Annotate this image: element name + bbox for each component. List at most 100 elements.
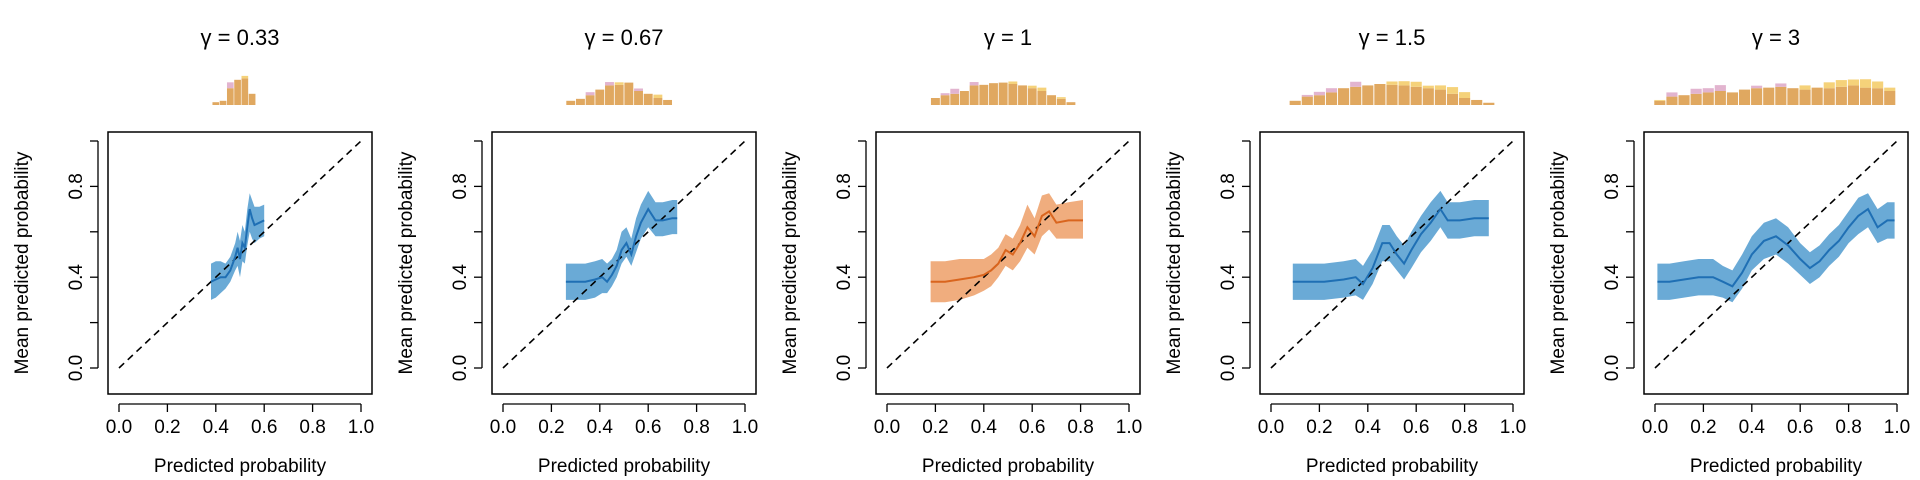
x-tick-label: 1.0 [1116, 417, 1142, 438]
hist-bar [234, 79, 241, 105]
hist-bar [248, 93, 256, 105]
hist-bar [1811, 87, 1823, 105]
hist-bar [1350, 86, 1362, 105]
x-tick-label: 0.0 [490, 417, 516, 438]
plot-frame [491, 131, 757, 395]
x-tick-label: 1.0 [348, 417, 374, 438]
hist-bar [226, 88, 234, 105]
x-tick-label: 0.8 [1067, 417, 1093, 438]
hist-bar-top [1434, 85, 1446, 90]
y-tick-label: 0.4 [1602, 264, 1623, 291]
hist-bar [1787, 88, 1799, 105]
hist-bar [1738, 89, 1751, 105]
hist-bar-top [653, 94, 663, 98]
panel-title: γ = 1 [984, 25, 1032, 50]
hist-bar [634, 91, 643, 105]
hist-bar [1362, 85, 1374, 105]
hist-bar [959, 91, 969, 105]
y-tick-label: 0.0 [834, 355, 855, 381]
hist-bar [940, 95, 950, 105]
hist-bar-top [1666, 92, 1678, 97]
hist-bar [1037, 91, 1047, 105]
hist-bar [1398, 85, 1410, 105]
x-tick-label: 0.0 [106, 417, 132, 438]
hist-bar [1301, 96, 1313, 105]
hist-bar [1289, 100, 1301, 105]
hist-bar [1666, 96, 1678, 105]
hist-bar-top [1008, 81, 1018, 84]
panel-1: γ = 0.33 0.0 0.2 0.4 0.6 0.8 1.0 Predicted prob… [12, 25, 374, 477]
hist-bar [212, 102, 220, 105]
hist-bar [1775, 86, 1787, 105]
panel-title: γ = 0.67 [585, 25, 664, 50]
y-tick-label: 0.8 [450, 173, 471, 199]
hist-bar-top [1301, 94, 1313, 97]
reference-line [886, 140, 1130, 369]
y-tick-label: 0.4 [450, 264, 471, 291]
hist-bar [1763, 87, 1775, 105]
y-axis-label: Mean predicted probability [1548, 151, 1569, 374]
hist-bar [1386, 84, 1398, 105]
y-axis-label: Mean predicted probability [780, 151, 801, 374]
x-tick-label: 0.2 [154, 417, 180, 438]
hist-bar-top [969, 82, 979, 86]
hist-bar-top [950, 88, 960, 94]
hist-bar [998, 82, 1008, 105]
hist-bar [1459, 98, 1471, 105]
x-tick-label: 0.0 [874, 417, 900, 438]
hist-bar-top [1654, 99, 1666, 101]
x-tick-label: 0.2 [538, 417, 564, 438]
x-tick-label: 0.6 [635, 417, 661, 438]
hist-bar-top [1350, 81, 1362, 87]
x-tick-label: 0.0 [1258, 417, 1284, 438]
y-tick-label: 0.4 [66, 264, 87, 291]
hist-bar-top [1714, 85, 1726, 91]
hist-bar [1702, 92, 1714, 105]
series-line [565, 207, 678, 284]
hist-bar-top [1884, 87, 1896, 91]
series-line [1657, 207, 1895, 288]
y-tick-label: 0.4 [1218, 264, 1239, 291]
hist-bar-top [1775, 83, 1787, 87]
plot-frame [1259, 131, 1525, 395]
hist-bar [1835, 86, 1847, 105]
y-axis-label: Mean predicted probability [1164, 151, 1185, 374]
hist-bar [1859, 87, 1872, 105]
hist-bar-top [1751, 85, 1763, 89]
plot-frame [107, 131, 373, 395]
hist-bar-top [1410, 81, 1422, 87]
hist-bar [1726, 92, 1739, 105]
hist-bar [653, 98, 663, 105]
plot-area [886, 140, 1130, 369]
y-tick-label: 0.0 [450, 355, 471, 381]
hist-bar-top [1690, 88, 1702, 94]
panel-5: γ = 3 0.0 0.2 0.4 0.6 0.8 1.0 Predicted probabi… [1548, 25, 1910, 477]
panel-title: γ = 1.5 [1359, 25, 1426, 50]
y-tick-label: 0.0 [1602, 355, 1623, 381]
hist-bar [1008, 84, 1018, 105]
hist-bar [1751, 88, 1763, 105]
hist-bar [1654, 100, 1666, 105]
x-tick-label: 0.6 [1787, 417, 1813, 438]
hist-bar [605, 85, 614, 105]
hist-bar-top [1446, 87, 1459, 94]
plot-frame [875, 131, 1141, 395]
x-tick-label: 0.4 [203, 417, 230, 438]
reference-line [1270, 140, 1514, 369]
hist-bar-top [1459, 92, 1471, 98]
hist-bar [595, 89, 605, 105]
hist-bar-top [605, 82, 614, 86]
x-tick-label: 1.0 [1884, 417, 1910, 438]
x-axis-label: Predicted probability [1306, 456, 1479, 477]
hist-bar-top [1835, 80, 1847, 87]
hist-bar [1847, 85, 1860, 105]
x-tick-label: 0.8 [299, 417, 325, 438]
hist-bar [1325, 92, 1338, 105]
hist-bar-top [614, 82, 624, 85]
hist-bar [219, 100, 227, 105]
hist-bar-top [1872, 81, 1884, 89]
y-axis-label: Mean predicted probability [396, 151, 417, 374]
hist-bar-top [940, 93, 950, 96]
hist-bar-top [1823, 82, 1835, 89]
hist-bar [1422, 88, 1434, 105]
